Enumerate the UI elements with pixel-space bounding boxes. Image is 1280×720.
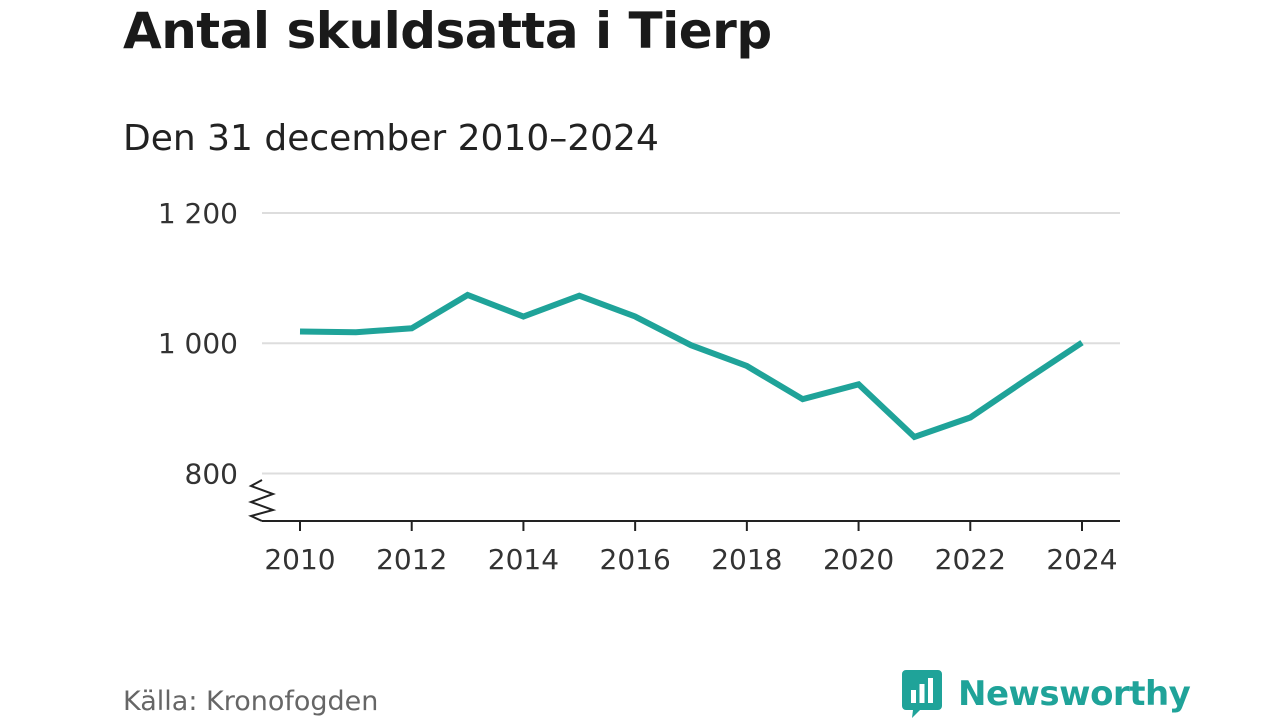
x-tick-label-2020: 2020 (823, 543, 894, 576)
brand-logo: Newsworthy (902, 670, 1191, 718)
data-point-2023 (1023, 377, 1029, 383)
x-tick-label-2014: 2014 (488, 543, 559, 576)
data-point-2019 (800, 396, 806, 402)
x-tick-label-2024: 2024 (1046, 543, 1117, 576)
data-point-2020 (856, 381, 862, 387)
x-tick-label-2022: 2022 (935, 543, 1006, 576)
y-tick-label-800: 800 (185, 457, 238, 490)
chart-title: Antal skuldsatta i Tierp (123, 2, 772, 60)
y-tick-label-1000: 1 000 (158, 327, 238, 360)
data-point-2012 (409, 325, 415, 331)
data-point-2016 (632, 314, 638, 320)
data-point-2015 (576, 293, 582, 299)
newsworthy-logo-icon (902, 670, 942, 718)
data-point-2017 (688, 342, 694, 348)
x-tick-label-2012: 2012 (376, 543, 447, 576)
x-axis (248, 479, 1120, 522)
data-point-2018 (744, 363, 750, 369)
source-note: Källa: Kronofogden (123, 686, 379, 717)
x-axis-ticks: 2010 2012 2014 2016 2018 2020 2022 2024 (264, 521, 1118, 576)
series-line-0 (299, 291, 1084, 441)
y-axis-labels: 800 1 000 1 200 (158, 197, 238, 490)
y-tick-label-1200: 1 200 (158, 197, 238, 230)
data-point-2022 (967, 414, 973, 420)
chart-subtitle: Den 31 december 2010–2024 (123, 118, 659, 159)
data-point-2013 (465, 292, 471, 298)
data-point-2024 (1079, 340, 1085, 346)
brand-name: Newsworthy (958, 674, 1191, 714)
x-tick-label-2016: 2016 (600, 543, 671, 576)
x-tick-label-2010: 2010 (264, 543, 335, 576)
axis-break-icon (248, 479, 277, 522)
data-point-2011 (353, 329, 359, 335)
data-point-2021 (911, 434, 917, 440)
x-tick-label-2018: 2018 (711, 543, 782, 576)
data-point-2010 (297, 329, 303, 335)
data-point-2014 (520, 314, 526, 320)
series (297, 291, 1085, 441)
